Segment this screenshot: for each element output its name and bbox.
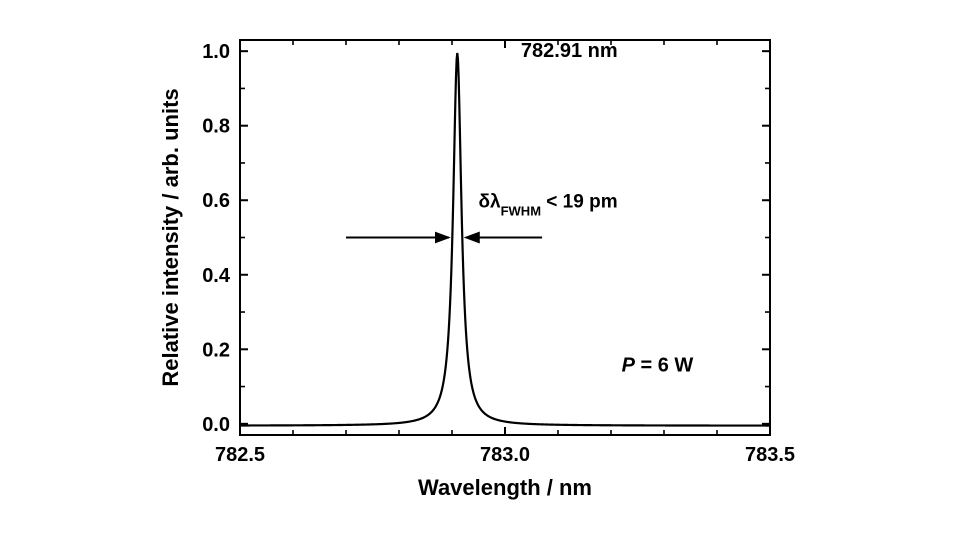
x-axis-label: Wavelength / nm bbox=[418, 475, 592, 500]
peak-wavelength-label: 782.91 nm bbox=[521, 40, 618, 62]
xtick-label: 783.5 bbox=[745, 444, 795, 466]
chart-svg: 782.5 783.0 783.5 0.0 0.2 0.4 0.6 0.8 1.0 Wavelen… bbox=[140, 20, 820, 520]
ytick-label: 0.8 bbox=[202, 116, 230, 138]
xtick-label: 783.0 bbox=[480, 444, 530, 466]
power-label: P = 6 W bbox=[622, 355, 694, 377]
ytick-label: 1.0 bbox=[202, 41, 230, 63]
ytick-label: 0.6 bbox=[202, 190, 230, 212]
ytick-label: 0.4 bbox=[202, 265, 231, 287]
y-axis-label: Relative intensity / arb. units bbox=[158, 88, 183, 386]
xtick-label: 782.5 bbox=[215, 444, 265, 466]
ytick-label: 0.2 bbox=[202, 339, 230, 361]
ytick-label: 0.0 bbox=[202, 414, 230, 436]
spectrum-chart: 782.5 783.0 783.5 0.0 0.2 0.4 0.6 0.8 1.0 Wavelen… bbox=[140, 20, 820, 520]
